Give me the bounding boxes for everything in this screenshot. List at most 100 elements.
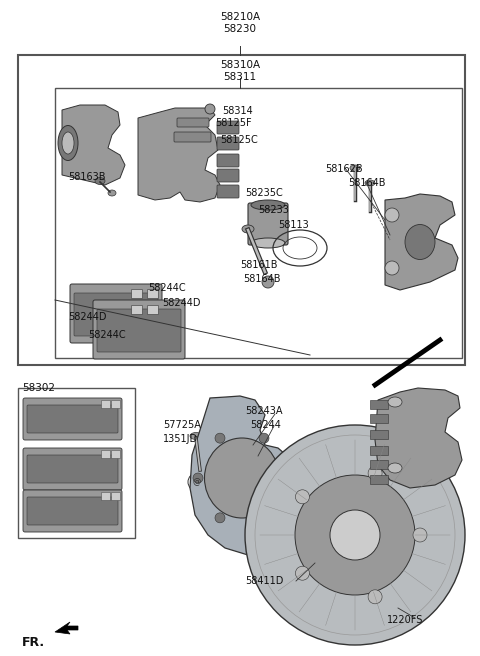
Circle shape [205, 104, 215, 114]
FancyBboxPatch shape [23, 448, 122, 490]
Bar [370, 475, 388, 484]
Bar [370, 460, 388, 469]
Text: 58233: 58233 [258, 205, 289, 215]
Ellipse shape [242, 225, 254, 233]
Ellipse shape [405, 224, 435, 260]
Bar [18, 388, 135, 538]
FancyBboxPatch shape [147, 306, 158, 314]
Text: FR.: FR. [22, 636, 45, 649]
Circle shape [259, 433, 269, 443]
Ellipse shape [388, 463, 402, 473]
FancyBboxPatch shape [23, 490, 122, 532]
Text: 58113: 58113 [278, 220, 309, 230]
Circle shape [259, 513, 269, 523]
FancyBboxPatch shape [101, 493, 110, 501]
Bar [55, 88, 462, 358]
Text: 58162B: 58162B [325, 164, 362, 174]
FancyBboxPatch shape [217, 121, 239, 134]
FancyBboxPatch shape [217, 185, 239, 198]
FancyBboxPatch shape [70, 284, 162, 343]
Ellipse shape [58, 125, 78, 161]
Text: 58311: 58311 [223, 72, 257, 82]
Polygon shape [385, 194, 458, 290]
FancyBboxPatch shape [248, 203, 288, 245]
FancyBboxPatch shape [27, 405, 118, 433]
FancyBboxPatch shape [27, 455, 118, 483]
Ellipse shape [255, 435, 455, 635]
Text: 58210A: 58210A [220, 12, 260, 22]
Ellipse shape [251, 200, 285, 210]
FancyBboxPatch shape [132, 289, 143, 298]
Ellipse shape [190, 432, 202, 440]
Text: 58161B: 58161B [240, 260, 277, 270]
Text: 58164B: 58164B [348, 178, 385, 188]
Bar [370, 430, 388, 439]
Circle shape [295, 566, 310, 580]
Ellipse shape [330, 510, 380, 560]
Text: 58243A: 58243A [245, 406, 283, 416]
Text: 58244D: 58244D [68, 312, 107, 322]
Ellipse shape [108, 190, 116, 196]
Ellipse shape [350, 165, 360, 171]
Circle shape [413, 528, 427, 542]
Ellipse shape [245, 425, 465, 645]
Text: 58235C: 58235C [245, 188, 283, 198]
Ellipse shape [95, 178, 105, 184]
Ellipse shape [365, 180, 375, 186]
FancyBboxPatch shape [23, 398, 122, 440]
Circle shape [215, 433, 225, 443]
FancyBboxPatch shape [111, 401, 120, 409]
Bar [370, 446, 388, 455]
FancyBboxPatch shape [97, 309, 181, 352]
FancyBboxPatch shape [111, 493, 120, 501]
FancyBboxPatch shape [27, 497, 118, 525]
FancyBboxPatch shape [217, 169, 239, 182]
Polygon shape [138, 108, 220, 202]
Ellipse shape [251, 238, 285, 248]
Circle shape [295, 490, 310, 504]
Ellipse shape [62, 132, 74, 154]
Polygon shape [62, 105, 125, 185]
Circle shape [368, 590, 382, 604]
Text: 1351JD: 1351JD [163, 434, 198, 444]
Text: 58244C: 58244C [88, 330, 126, 340]
Polygon shape [375, 388, 462, 488]
Text: 58244C: 58244C [148, 283, 186, 293]
Bar [18, 55, 465, 365]
Text: @: @ [193, 478, 201, 487]
Text: 57725A: 57725A [163, 420, 201, 430]
Text: 58125C: 58125C [220, 135, 258, 145]
Ellipse shape [204, 438, 279, 518]
Circle shape [193, 473, 203, 483]
Bar [370, 414, 388, 423]
Polygon shape [55, 622, 78, 634]
FancyBboxPatch shape [132, 306, 143, 314]
Circle shape [215, 513, 225, 523]
Circle shape [368, 466, 382, 480]
Text: 58163B: 58163B [68, 172, 106, 182]
Ellipse shape [388, 397, 402, 407]
Text: 58244D: 58244D [162, 298, 201, 308]
Text: 58314: 58314 [222, 106, 253, 116]
Bar [370, 400, 388, 409]
Text: 1220FS: 1220FS [387, 615, 423, 625]
Text: 58164B: 58164B [243, 274, 280, 284]
Text: 58244: 58244 [250, 420, 281, 430]
FancyBboxPatch shape [74, 293, 158, 336]
Text: 58230: 58230 [224, 24, 256, 34]
FancyBboxPatch shape [111, 451, 120, 459]
Text: 58310A: 58310A [220, 60, 260, 70]
Circle shape [385, 261, 399, 275]
FancyBboxPatch shape [217, 154, 239, 167]
FancyBboxPatch shape [217, 137, 239, 150]
FancyBboxPatch shape [101, 451, 110, 459]
FancyBboxPatch shape [147, 289, 158, 298]
Ellipse shape [295, 475, 415, 595]
Circle shape [281, 473, 291, 483]
FancyBboxPatch shape [101, 401, 110, 409]
FancyBboxPatch shape [174, 132, 211, 142]
Text: 58302: 58302 [22, 383, 55, 393]
Text: 58125F: 58125F [215, 118, 252, 128]
Polygon shape [190, 396, 296, 555]
Text: 58411D: 58411D [245, 576, 283, 586]
